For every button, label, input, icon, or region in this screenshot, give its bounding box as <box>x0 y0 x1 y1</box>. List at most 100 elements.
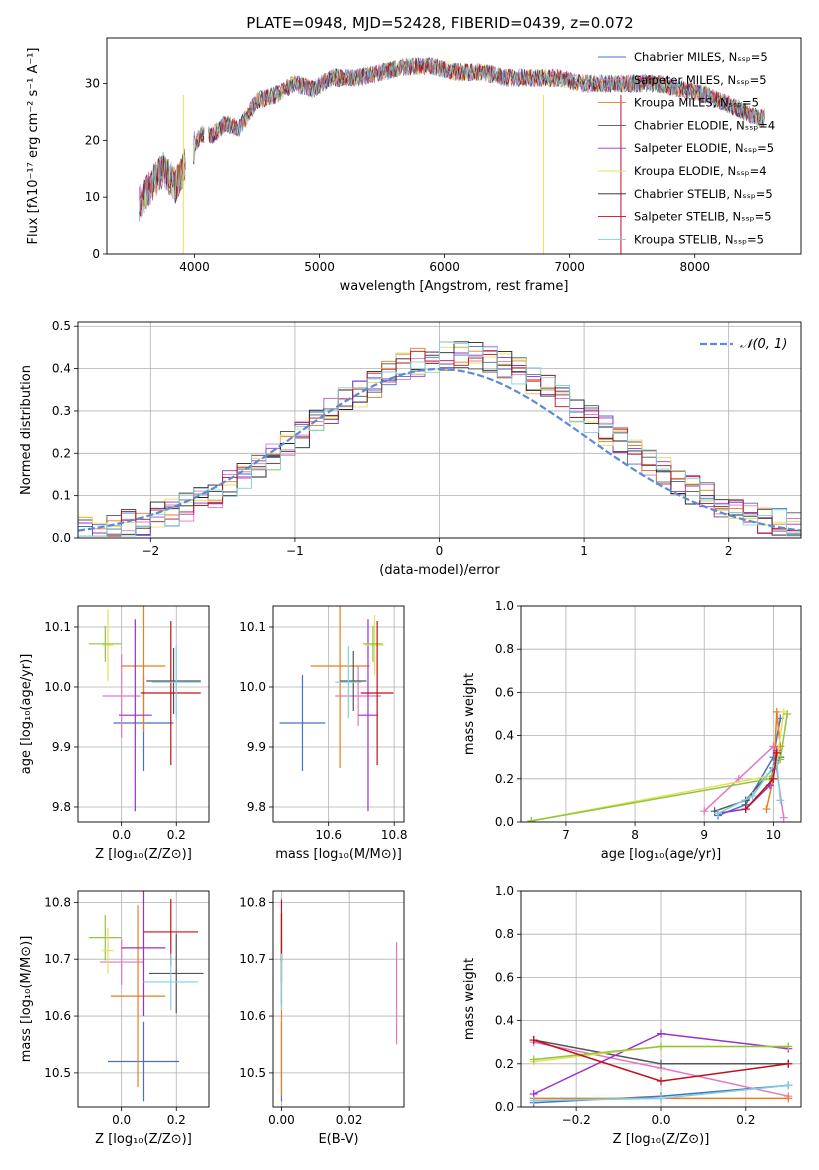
weight-marker <box>657 1077 665 1086</box>
x-tick-label: 0.02 <box>336 1113 363 1127</box>
x-tick-label: 5000 <box>304 260 335 274</box>
legend-entry: Salpeter MILES, Nₛₛₚ=5 <box>634 73 767 87</box>
legend-entry: Kroupa MILES, Nₛₛₚ=5 <box>634 96 759 110</box>
weight-series <box>741 748 781 814</box>
y-tick-label: 10.6 <box>44 1009 71 1023</box>
x-tick-label: 0.2 <box>736 1113 755 1127</box>
data-point <box>364 615 385 675</box>
weight-marker <box>784 1059 793 1068</box>
data-point <box>335 666 382 726</box>
age_vs_mass-frame <box>272 605 405 823</box>
x-tick-label: 0.2 <box>167 828 186 842</box>
residual-histogram-step <box>78 341 801 537</box>
x-tick-label: 0 <box>436 544 444 558</box>
y-tick-label: 0.6 <box>495 685 514 699</box>
spectrum-frame <box>106 37 802 255</box>
x-axis-label: (data-model)/error <box>379 563 500 578</box>
y-tick-label: 20 <box>85 133 100 147</box>
residual-histogram-step <box>78 341 801 537</box>
legend-entry: 𝒩(0, 1) <box>740 337 787 352</box>
x-tick-label: 0.0 <box>112 828 131 842</box>
y-tick-label: 10 <box>85 190 100 204</box>
y-tick-label: 0.8 <box>495 927 514 941</box>
data-point <box>310 606 370 768</box>
x-axis-label: wavelength [Angstrom, rest frame] <box>340 279 569 294</box>
weight-marker <box>527 816 536 822</box>
residuals-legend: 𝒩(0, 1) <box>700 337 787 352</box>
spectrum-legend: Chabrier MILES, Nₛₛₚ=5 Salpeter MILES, Nₛ… <box>598 50 775 246</box>
data-point <box>118 619 152 812</box>
x-tick-label: 2 <box>725 544 733 558</box>
weight-marker <box>700 807 709 816</box>
y-axis-label: Flux [fλ10⁻¹⁷ erg cm⁻² s⁻¹ A⁻¹] <box>26 48 41 245</box>
weight-marker <box>714 809 723 818</box>
weight-marker <box>769 774 778 783</box>
y-tick-label: 0.4 <box>52 362 71 376</box>
x-tick-label: 7 <box>562 828 570 842</box>
massweight_vs_Z-frame <box>520 890 802 1108</box>
y-tick-label: 0.2 <box>52 446 71 460</box>
spectrum-series-line <box>139 58 765 217</box>
y-tick-label: 0.1 <box>52 489 71 503</box>
age_vs_Z-frame <box>77 605 210 823</box>
spectrum-lines <box>139 56 765 254</box>
weight-marker <box>657 1059 665 1068</box>
data-point <box>88 625 122 662</box>
x-tick-label: 10.8 <box>381 828 408 842</box>
weight-line <box>717 759 782 815</box>
y-tick-label: 10.1 <box>44 620 71 634</box>
x-axis-label: age [log₁₀(age/yr)] <box>601 847 722 862</box>
legend-entry: Kroupa ELODIE, Nₛₛₚ=4 <box>634 164 767 178</box>
data-point <box>99 939 144 985</box>
massweight_vs_age-frame <box>520 605 802 823</box>
age_vs_mass-points <box>279 606 394 812</box>
y-axis-label: mass [log₁₀(M/M⊙)] <box>19 936 34 1063</box>
y-tick-label: 10.5 <box>239 1066 266 1080</box>
x-tick-label: 7000 <box>554 260 585 274</box>
x-axis-label: mass [log₁₀(M/M⊙)] <box>275 847 402 862</box>
y-tick-label: 9.8 <box>52 800 71 814</box>
data-point <box>358 619 378 812</box>
weight-marker <box>748 792 757 801</box>
weight-marker <box>769 742 778 751</box>
y-tick-label: 10.8 <box>239 895 266 909</box>
mass_vs_EBV-points <box>280 899 398 1102</box>
figure-title: PLATE=0948, MJD=52428, FIBERID=0439, z=0… <box>246 14 633 32</box>
x-tick-label: 10.6 <box>315 828 342 842</box>
legend-entry: Chabrier MILES, Nₛₛₚ=5 <box>634 50 768 64</box>
y-tick-label: 9.9 <box>247 740 266 754</box>
x-tick-label: 9 <box>700 828 708 842</box>
residual-histograms <box>78 341 801 537</box>
data-point <box>110 905 166 1088</box>
massweight_vs_Z-series <box>529 1029 793 1107</box>
weight-marker <box>784 1081 793 1090</box>
weight-marker <box>529 1096 538 1105</box>
weight-marker <box>529 1055 538 1064</box>
y-tick-label: 9.8 <box>247 800 266 814</box>
weight-marker <box>784 1042 793 1051</box>
weight-series <box>714 757 785 818</box>
normal-curve <box>78 367 801 532</box>
x-axis-label: Z [log₁₀(Z/Z⊙)] <box>613 1132 710 1147</box>
data-point <box>279 675 326 771</box>
y-tick-label: 0.0 <box>52 531 71 545</box>
data-point <box>151 646 201 719</box>
weight-series <box>529 1036 793 1086</box>
y-tick-label: 0 <box>92 247 100 261</box>
y-axis-label: mass weight <box>462 958 477 1040</box>
data-point <box>102 654 141 738</box>
legend-entry: Chabrier STELIB, Nₛₛₚ=5 <box>634 187 773 201</box>
legend-entry: Salpeter STELIB, Nₛₛₚ=5 <box>634 210 772 224</box>
x-tick-label: 0.2 <box>167 1113 186 1127</box>
y-tick-label: 0.8 <box>495 642 514 656</box>
weight-marker <box>741 805 750 814</box>
data-point <box>363 625 383 662</box>
data-point <box>121 891 166 1017</box>
data-point <box>108 1021 179 1102</box>
data-point <box>340 651 367 711</box>
y-tick-label: 0.2 <box>495 772 514 786</box>
legend-entry: Kroupa STELIB, Nₛₛₚ=5 <box>634 232 764 246</box>
x-axis-label: E(B-V) <box>318 1132 358 1147</box>
y-tick-label: 0.0 <box>495 1100 514 1114</box>
